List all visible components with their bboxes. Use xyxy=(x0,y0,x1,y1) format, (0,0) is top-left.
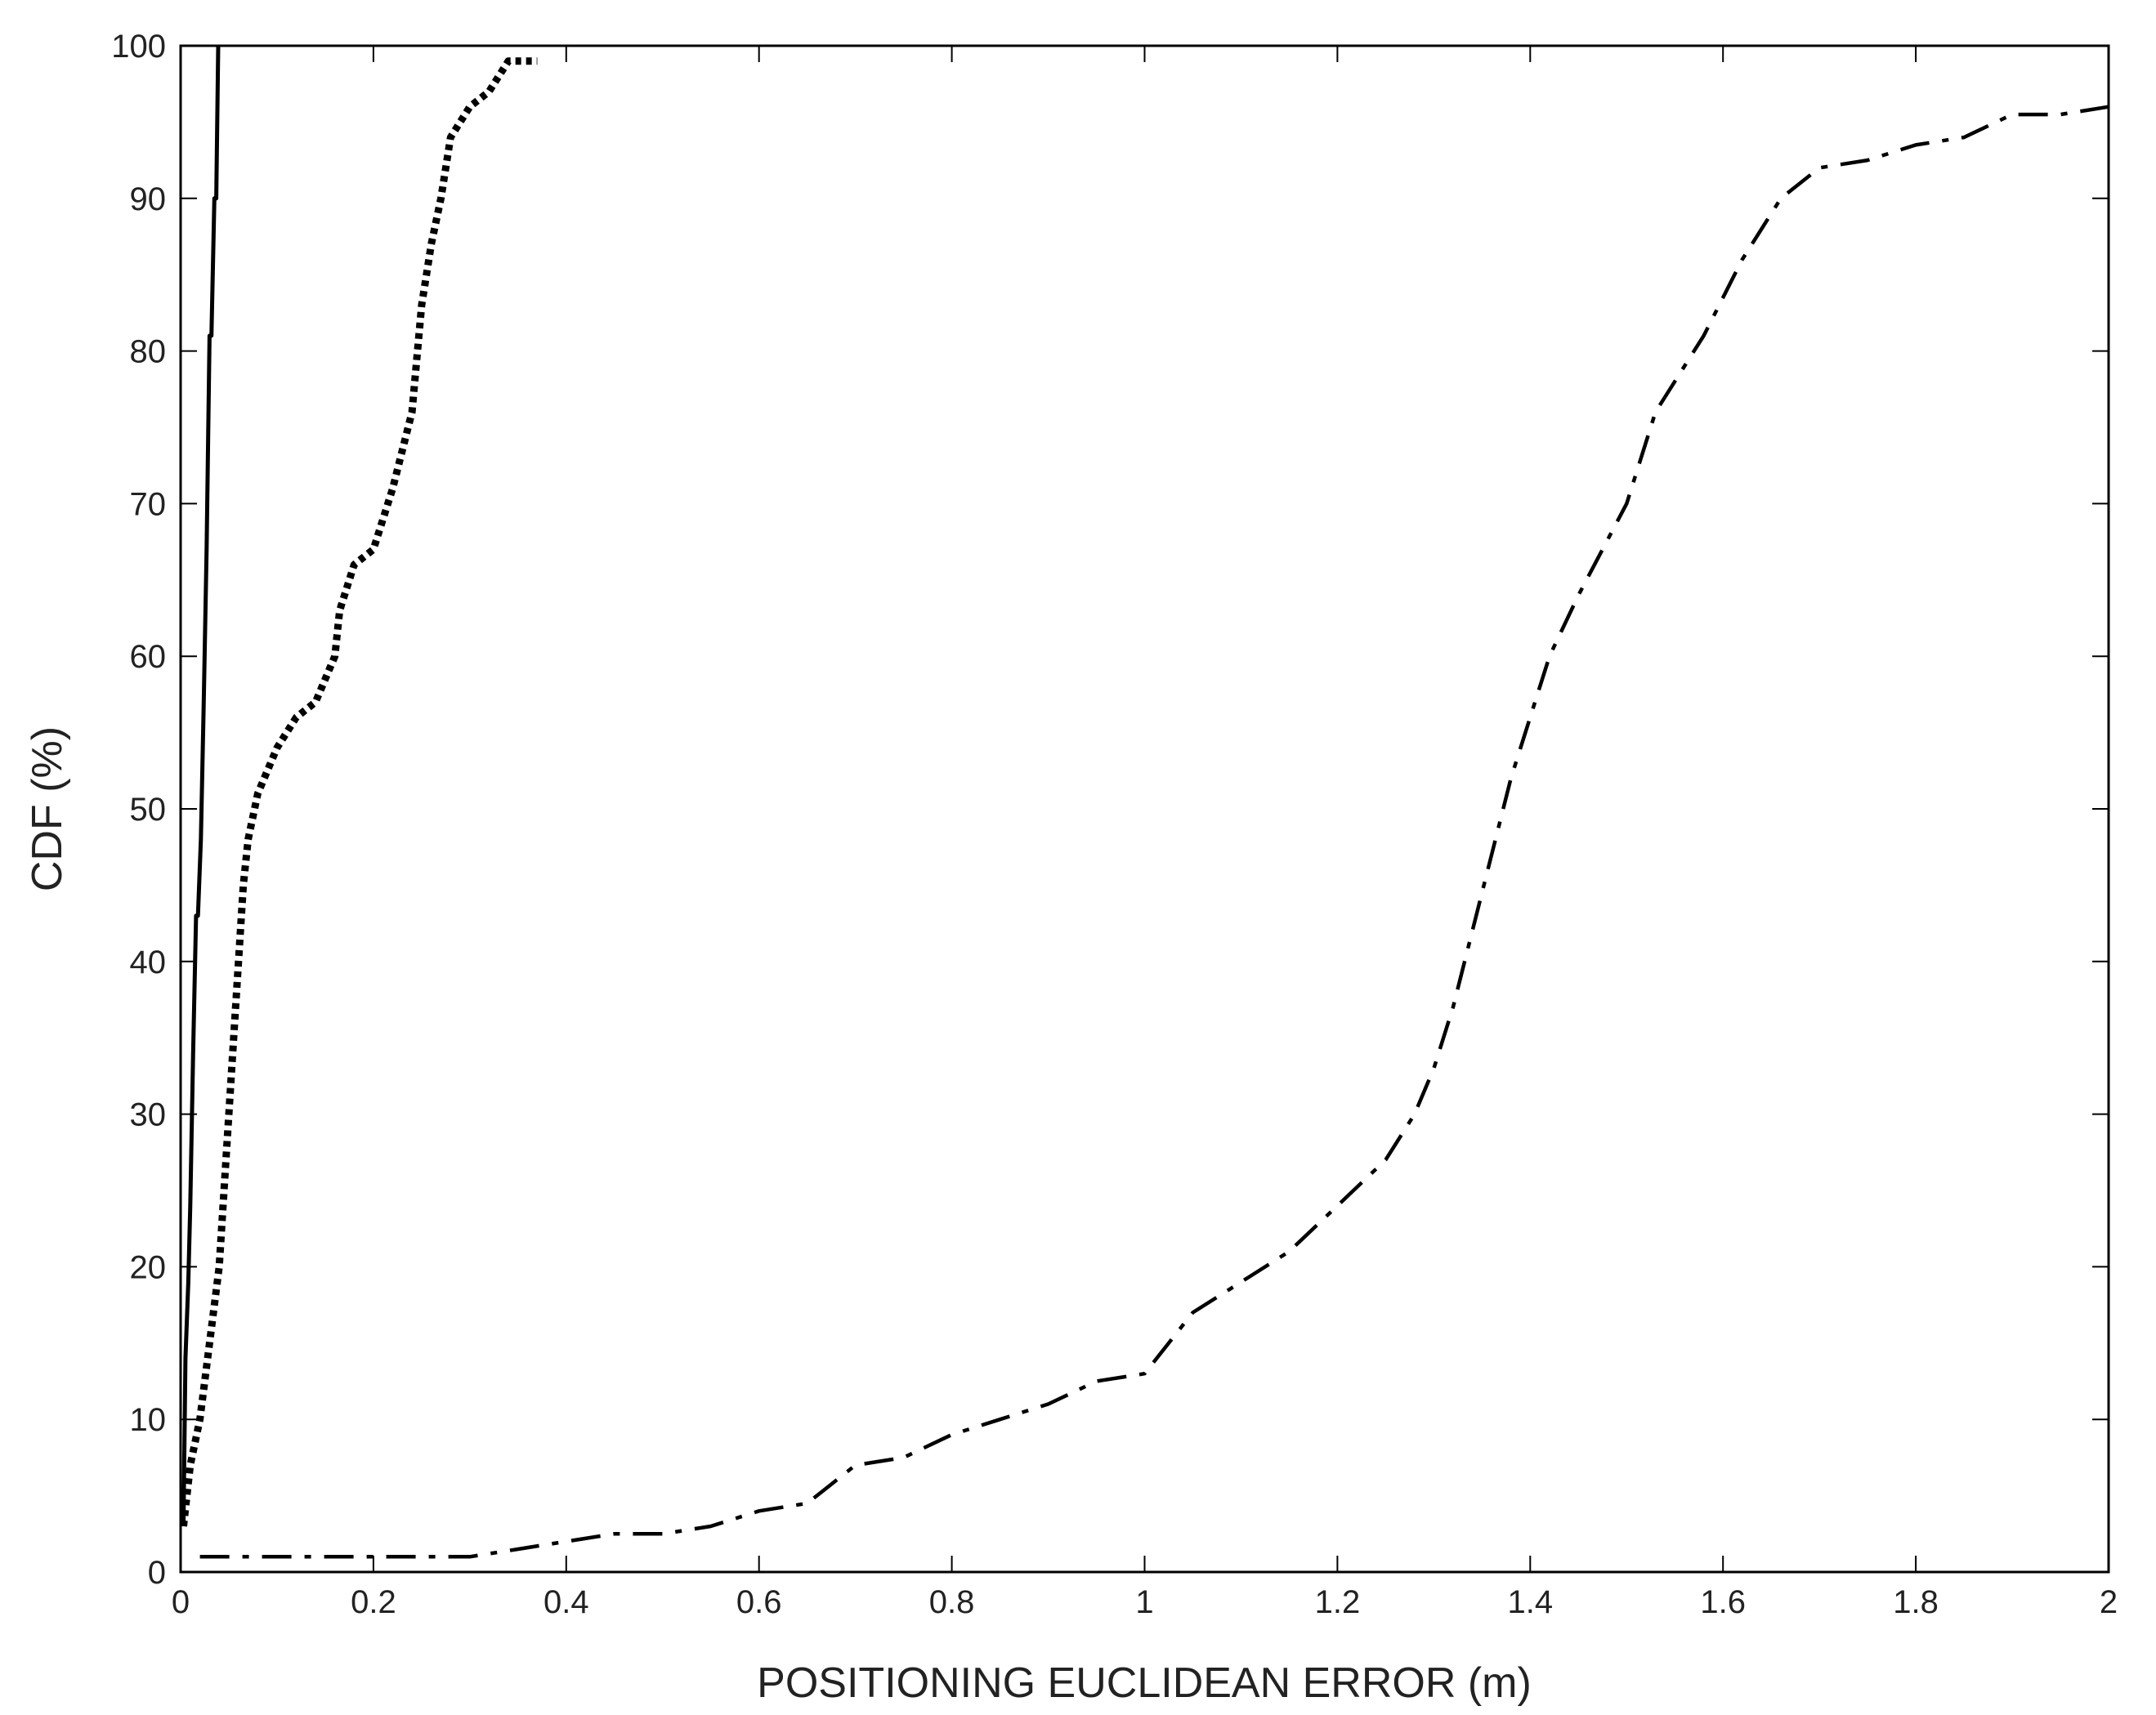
series-line-dotted xyxy=(180,57,538,1527)
series-line-dash-dot xyxy=(199,105,2109,1559)
y-tick-label: 60 xyxy=(130,639,167,675)
y-tick-label: 0 xyxy=(148,1555,166,1591)
y-tick-label: 40 xyxy=(130,945,167,980)
y-tick-label: 20 xyxy=(130,1249,167,1285)
x-axis-title: POSITIONING EUCLIDEAN ERROR (m) xyxy=(757,1659,1532,1707)
axis-ticks: 0 0.2 0.4 0.6 0.8 1 1.2 1.4 1.6 1.8 20102030405060… xyxy=(111,29,2118,1620)
x-tick-label: 0.8 xyxy=(929,1584,975,1620)
y-axis-title: CDF (%) xyxy=(24,726,71,891)
y-tick-label: 30 xyxy=(130,1097,167,1133)
x-tick-label: 0.6 xyxy=(736,1584,782,1620)
y-tick-label: 100 xyxy=(111,29,166,65)
x-tick-label: 1.2 xyxy=(1315,1584,1361,1620)
x-tick-label: 0.2 xyxy=(351,1584,396,1620)
x-tick-label: 1.6 xyxy=(1700,1584,1746,1620)
x-tick-label: 0.4 xyxy=(543,1584,589,1620)
y-tick-label: 80 xyxy=(130,334,167,370)
x-tick-label: 0 xyxy=(172,1584,190,1620)
y-tick-label: 70 xyxy=(130,486,167,522)
plot-area xyxy=(179,44,2110,1574)
x-tick-label: 1 xyxy=(1135,1584,1153,1620)
y-tick-label: 10 xyxy=(130,1402,167,1438)
y-tick-label: 50 xyxy=(130,792,167,828)
y-tick-label: 90 xyxy=(130,181,167,217)
x-tick-label: 1.4 xyxy=(1507,1584,1553,1620)
x-tick-label: 2 xyxy=(2100,1584,2118,1620)
series-line-solid xyxy=(181,45,221,1527)
series-layer xyxy=(180,45,2109,1559)
x-tick-label: 1.8 xyxy=(1893,1584,1939,1620)
